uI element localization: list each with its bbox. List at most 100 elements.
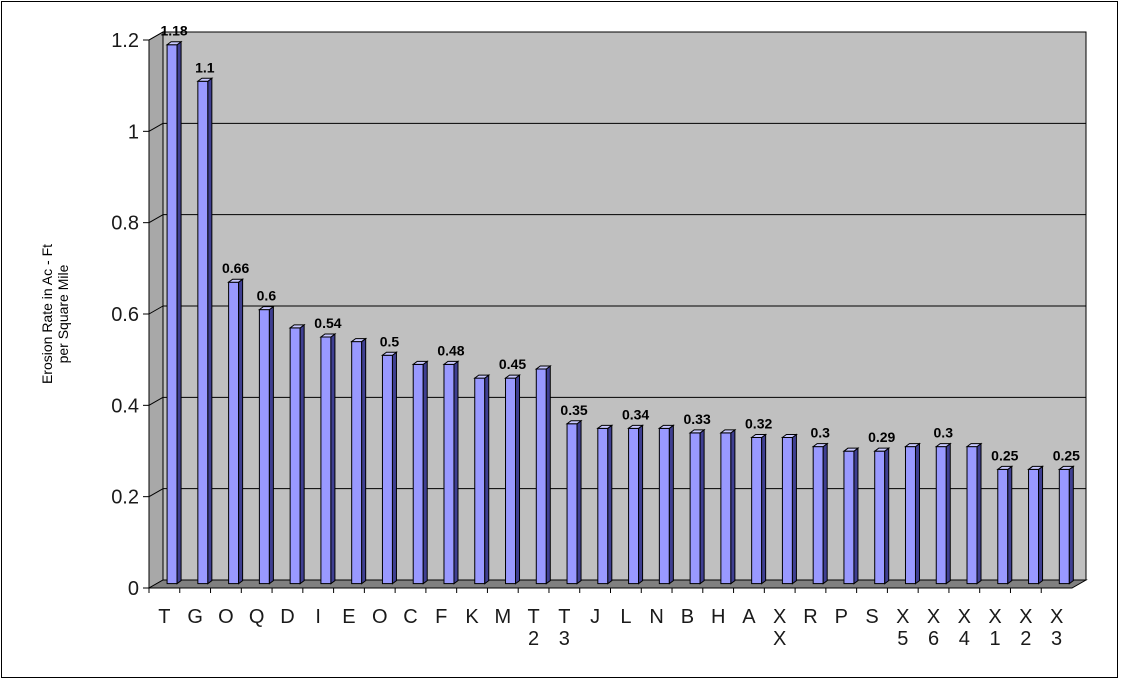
- x-tick-label: 2: [528, 628, 539, 650]
- x-tick-label: K: [465, 606, 479, 628]
- bar-top: [534, 365, 552, 370]
- data-label: 0.35: [560, 402, 587, 418]
- data-label: 0.25: [991, 447, 1018, 463]
- bar-side: [699, 428, 705, 585]
- bar-top: [842, 447, 860, 452]
- bar: [843, 450, 855, 585]
- bar: [658, 427, 670, 585]
- bar-side: [207, 77, 213, 585]
- x-tick-label: O: [218, 606, 234, 628]
- y-tick-label: 0.6: [111, 304, 139, 326]
- bar-top: [350, 338, 368, 343]
- y-tick-label: 0.2: [111, 487, 139, 509]
- bar-side: [453, 360, 459, 585]
- gridline-side: [148, 122, 164, 132]
- x-tick-label: 6: [928, 628, 939, 650]
- bar: [258, 309, 270, 585]
- bar-top: [965, 443, 983, 448]
- bar-top: [750, 433, 768, 438]
- bar-side: [391, 351, 397, 585]
- x-tick-label: X: [988, 606, 1001, 628]
- data-label: 0.54: [314, 315, 341, 331]
- bar-top: [657, 424, 675, 429]
- bar-top: [719, 429, 737, 434]
- x-tick-label: T: [527, 606, 539, 628]
- bar-side: [1068, 465, 1074, 585]
- bar-top: [380, 351, 398, 356]
- data-label: 0.6: [257, 288, 277, 304]
- x-tick-label: R: [803, 606, 817, 628]
- y-tick-label: 1: [128, 121, 139, 143]
- bar-side: [422, 360, 428, 585]
- bar-top: [996, 465, 1014, 470]
- bar: [228, 281, 240, 585]
- x-tick-label: T: [158, 606, 170, 628]
- bar-side: [668, 424, 674, 585]
- y-tick-label: 1.2: [111, 30, 139, 52]
- x-tick-label: G: [187, 606, 203, 628]
- bar: [720, 432, 732, 585]
- x-tick-label: X: [896, 606, 909, 628]
- bar: [474, 377, 486, 585]
- bar-side: [638, 424, 644, 585]
- bar-side: [268, 305, 274, 585]
- x-tick-label: M: [494, 606, 511, 628]
- x-tick-label: X: [773, 628, 786, 650]
- bar-side: [1038, 465, 1044, 585]
- bar-side: [1007, 465, 1013, 585]
- y-tick-label: 0.4: [111, 395, 139, 417]
- data-label: 0.45: [499, 356, 526, 372]
- bar-side: [545, 364, 551, 585]
- data-label: 0.66: [222, 260, 249, 276]
- bar-top: [257, 306, 275, 311]
- data-label: 0.3: [810, 425, 830, 441]
- bar-side: [976, 442, 982, 585]
- bar-side: [238, 278, 244, 585]
- bar-top: [873, 447, 891, 452]
- bar-side: [791, 433, 797, 585]
- bar-side: [176, 40, 182, 585]
- bar-top: [1027, 465, 1045, 470]
- x-tick-label: D: [280, 606, 294, 628]
- x-tick-label: C: [403, 606, 417, 628]
- bar-top: [903, 443, 921, 448]
- bar-top: [196, 77, 214, 82]
- bar: [966, 446, 978, 585]
- bar-top: [227, 278, 245, 283]
- bar-top: [319, 333, 337, 338]
- bar: [751, 436, 763, 585]
- x-tick-label: B: [681, 606, 694, 628]
- bar-top: [596, 424, 614, 429]
- bar-side: [299, 323, 305, 585]
- bar-top: [442, 360, 460, 365]
- bar-side: [576, 419, 582, 585]
- y-tick-label: 0: [128, 578, 139, 600]
- x-tick-label: X: [1050, 606, 1063, 628]
- data-label: 0.3: [934, 425, 954, 441]
- bar-top: [811, 443, 829, 448]
- y-tick-label: 0.8: [111, 213, 139, 235]
- x-tick-label: S: [865, 606, 878, 628]
- bar-top: [288, 324, 306, 329]
- data-label: 0.34: [622, 406, 649, 422]
- gridline-side: [148, 396, 164, 406]
- x-tick-label: X: [1019, 606, 1032, 628]
- gridline-side: [148, 488, 164, 498]
- x-tick-label: J: [590, 606, 600, 628]
- bar: [505, 377, 517, 585]
- bar: [628, 427, 640, 585]
- bar: [1028, 468, 1040, 585]
- bar-top: [934, 443, 952, 448]
- data-label: 0.29: [868, 429, 895, 445]
- bar: [197, 80, 209, 585]
- bar: [381, 354, 393, 585]
- bar-top: [1057, 465, 1075, 470]
- bar: [1058, 468, 1070, 585]
- bar-side: [945, 442, 951, 585]
- bar: [166, 44, 178, 585]
- bar: [935, 446, 947, 585]
- data-label: 0.25: [1053, 447, 1080, 463]
- bar-side: [822, 442, 828, 585]
